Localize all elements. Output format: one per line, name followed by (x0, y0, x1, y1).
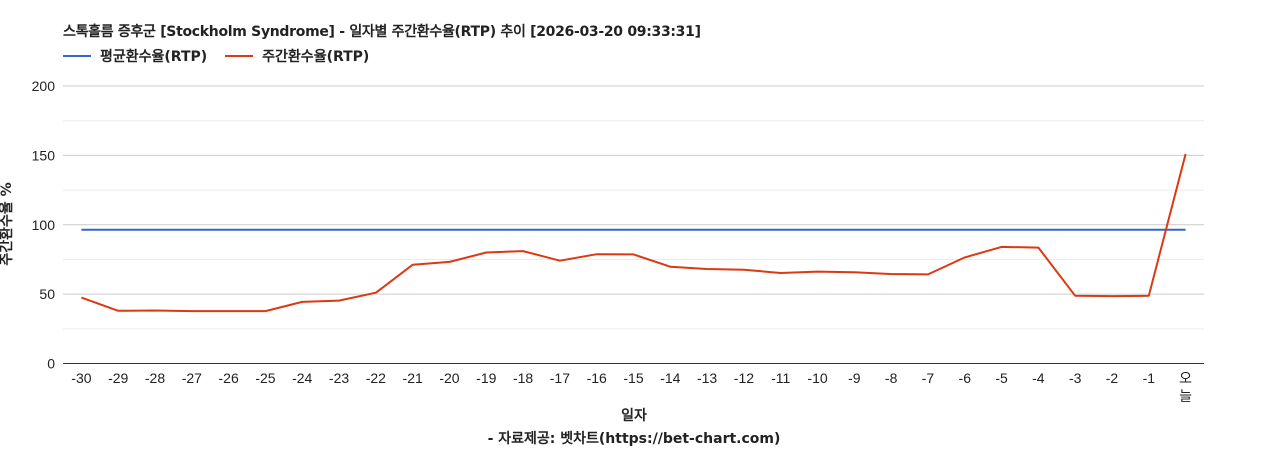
x-axis-ticks: -30 -29 -28 -27 -26 -25 -24 -23 -22 -21 -20 -19 -18 -… (71, 370, 1192, 404)
x-tick-label: -1 (1143, 370, 1156, 386)
x-tick-label: -25 (255, 370, 275, 386)
y-tick-label: 50 (39, 286, 55, 302)
gridlines (63, 85, 1204, 330)
x-tick-label: -21 (403, 370, 423, 386)
legend-label-weekly: 주간환수율(RTP) (262, 49, 370, 65)
source-credit: - 자료제공: 벳차트(https://bet-chart.com) (487, 431, 781, 447)
chart-title: 스톡홀름 증후군 [Stockholm Syndrome] - 일자별 주간환수… (63, 24, 701, 40)
x-tick-label: -4 (1032, 370, 1045, 386)
y-tick-label: 200 (32, 78, 56, 94)
y-tick-label: 150 (32, 147, 56, 163)
x-tick-label: -23 (329, 370, 349, 386)
x-tick-label: -13 (697, 370, 717, 386)
legend-label-average: 평균환수율(RTP) (100, 49, 208, 65)
legend-item-weekly[interactable]: 주간환수율(RTP) (225, 46, 369, 66)
x-tick-label: -11 (771, 370, 790, 386)
x-tick-label: -7 (922, 370, 935, 386)
x-tick-label: -22 (366, 370, 386, 386)
x-tick-label: -8 (885, 370, 898, 386)
y-tick-label: 0 (47, 356, 55, 372)
x-tick-label: -9 (848, 370, 861, 386)
x-tick-label: -12 (734, 370, 754, 386)
series-lines (81, 153, 1187, 313)
series-line-weekly[interactable] (81, 153, 1187, 313)
x-tick-label: -27 (182, 370, 202, 386)
x-tick-label: -2 (1106, 370, 1119, 386)
x-tick-label: -24 (292, 370, 312, 386)
x-tick-label: -30 (71, 370, 91, 386)
x-tick-label: -18 (513, 370, 533, 386)
x-tick-label: -26 (219, 370, 239, 386)
x-axis-title: 일자 (621, 408, 647, 424)
x-tick-label: -20 (439, 370, 459, 386)
x-tick-label: -29 (108, 370, 128, 386)
legend-swatch-average (63, 55, 91, 57)
x-tick-label: -15 (623, 370, 643, 386)
x-tick-label: -16 (587, 370, 607, 386)
legend: 평균환수율(RTP) 주간환수율(RTP) (63, 46, 387, 66)
x-tick-label: -17 (550, 370, 570, 386)
x-tick-label: -6 (959, 370, 972, 386)
legend-swatch-weekly (225, 55, 254, 57)
y-tick-label: 100 (32, 217, 56, 233)
x-tick-label: -5 (995, 370, 1008, 386)
x-tick-label: -28 (145, 370, 165, 386)
x-tick-label: -14 (660, 370, 680, 386)
y-axis-ticks: 0 50 100 150 200 (32, 78, 56, 372)
x-tick-label: -19 (476, 370, 496, 386)
x-tick-label: -10 (807, 370, 827, 386)
legend-item-average[interactable]: 평균환수율(RTP) (63, 46, 207, 66)
x-tick-label: -3 (1069, 370, 1082, 386)
